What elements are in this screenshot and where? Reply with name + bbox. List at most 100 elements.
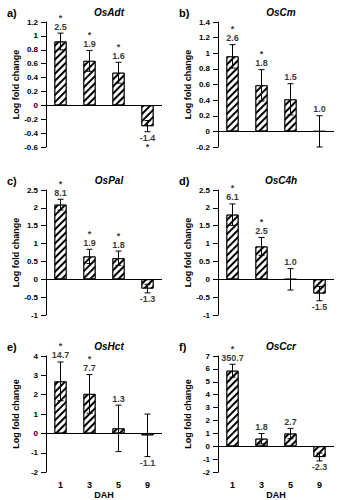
svg-text:2: 2 [206,203,211,212]
svg-text:0.4: 0.4 [27,73,39,82]
svg-text:OsC4h: OsC4h [265,175,297,186]
svg-text:9: 9 [145,480,150,490]
svg-text:14.7: 14.7 [52,350,70,360]
svg-text:0.6: 0.6 [27,59,39,68]
svg-text:Log fold change: Log fold change [183,379,193,449]
svg-text:5: 5 [206,377,211,386]
svg-text:b): b) [179,7,190,19]
svg-text:e): e) [7,341,17,353]
svg-text:1: 1 [34,239,39,248]
svg-text:5: 5 [288,480,293,490]
svg-text:-2: -2 [31,468,39,477]
svg-text:1.8: 1.8 [255,58,268,68]
svg-text:-1: -1 [203,311,211,320]
svg-text:-0.5: -0.5 [24,293,38,302]
svg-text:1: 1 [206,49,211,58]
svg-text:d): d) [179,175,190,187]
svg-text:-0.2: -0.2 [196,143,210,152]
svg-text:1.2: 1.2 [199,33,211,42]
svg-text:Log fold change: Log fold change [11,50,21,120]
svg-text:-1: -1 [31,311,39,320]
svg-text:2: 2 [206,416,211,425]
svg-text:2: 2 [34,390,39,399]
svg-text:a): a) [7,7,17,19]
svg-text:-0.4: -0.4 [24,129,38,138]
svg-text:1.3: 1.3 [112,394,125,404]
svg-text:1.5: 1.5 [284,72,297,82]
svg-text:f): f) [179,341,187,353]
svg-text:0.5: 0.5 [199,257,211,266]
svg-text:9: 9 [317,480,322,490]
svg-text:1.0: 1.0 [313,104,326,114]
svg-text:-1.3: -1.3 [140,294,156,304]
svg-text:0.2: 0.2 [27,87,39,96]
svg-text:5: 5 [116,480,121,490]
svg-text:-2.3: -2.3 [312,462,328,472]
svg-text:1.5: 1.5 [27,221,39,230]
svg-text:1.6: 1.6 [112,51,125,61]
svg-text:0.2: 0.2 [199,111,211,120]
svg-text:0.4: 0.4 [199,96,211,105]
svg-text:0.6: 0.6 [199,80,211,89]
svg-text:OsHct: OsHct [94,341,124,352]
svg-text:2.5: 2.5 [27,186,39,195]
svg-text:-1: -1 [203,455,211,464]
svg-text:1: 1 [34,31,39,40]
svg-text:-1.5: -1.5 [312,302,328,312]
svg-text:0: 0 [34,101,39,110]
svg-text:7: 7 [206,352,211,361]
svg-text:Log fold change: Log fold change [11,218,21,288]
svg-text:Log fold change: Log fold change [183,50,193,120]
svg-text:-2: -2 [203,468,211,477]
svg-text:6.1: 6.1 [226,192,239,202]
svg-text:3: 3 [259,480,264,490]
svg-text:2.5: 2.5 [54,22,67,32]
svg-text:1.5: 1.5 [199,221,211,230]
svg-text:OsAdt: OsAdt [94,7,125,18]
svg-text:0: 0 [34,275,39,284]
svg-text:*: * [146,142,150,152]
svg-text:OsCcr: OsCcr [266,341,297,352]
svg-text:Log fold change: Log fold change [183,218,193,288]
svg-text:1.8: 1.8 [255,422,268,432]
svg-text:1.8: 1.8 [112,240,125,250]
svg-text:1.0: 1.0 [284,257,297,267]
svg-text:0.8: 0.8 [27,45,39,54]
svg-text:2.5: 2.5 [199,186,211,195]
svg-text:Log fold change: Log fold change [11,379,21,449]
svg-text:-0.6: -0.6 [24,143,38,152]
svg-text:2.7: 2.7 [284,417,297,427]
svg-text:1.4: 1.4 [199,18,211,27]
svg-text:2: 2 [34,203,39,212]
svg-text:0: 0 [206,127,211,136]
svg-text:8.1: 8.1 [54,188,67,198]
svg-text:350.7: 350.7 [221,353,244,363]
svg-text:0: 0 [206,442,211,451]
svg-text:0.5: 0.5 [27,257,39,266]
svg-text:0.8: 0.8 [199,64,211,73]
svg-text:1: 1 [34,410,39,419]
svg-text:DAH: DAH [266,490,286,500]
svg-text:-0.2: -0.2 [24,115,38,124]
svg-text:6: 6 [206,364,211,373]
svg-text:3: 3 [34,371,39,380]
svg-text:1: 1 [206,239,211,248]
svg-text:0: 0 [206,275,211,284]
svg-text:-1.1: -1.1 [140,458,156,468]
svg-text:1.9: 1.9 [83,238,96,248]
svg-text:2.5: 2.5 [255,226,268,236]
svg-text:7.7: 7.7 [83,363,96,373]
svg-text:OsCm: OsCm [266,7,296,18]
svg-text:0: 0 [34,429,39,438]
svg-text:1.2: 1.2 [27,18,39,27]
svg-text:DAH: DAH [94,490,114,500]
svg-text:2.6: 2.6 [226,33,239,43]
svg-text:1: 1 [206,429,211,438]
svg-text:4: 4 [206,390,211,399]
svg-text:-1: -1 [31,448,39,457]
svg-text:1.9: 1.9 [83,39,96,49]
svg-text:c): c) [7,175,17,187]
svg-text:OsPal: OsPal [95,175,124,186]
svg-text:1: 1 [230,480,235,490]
svg-text:4: 4 [34,352,39,361]
